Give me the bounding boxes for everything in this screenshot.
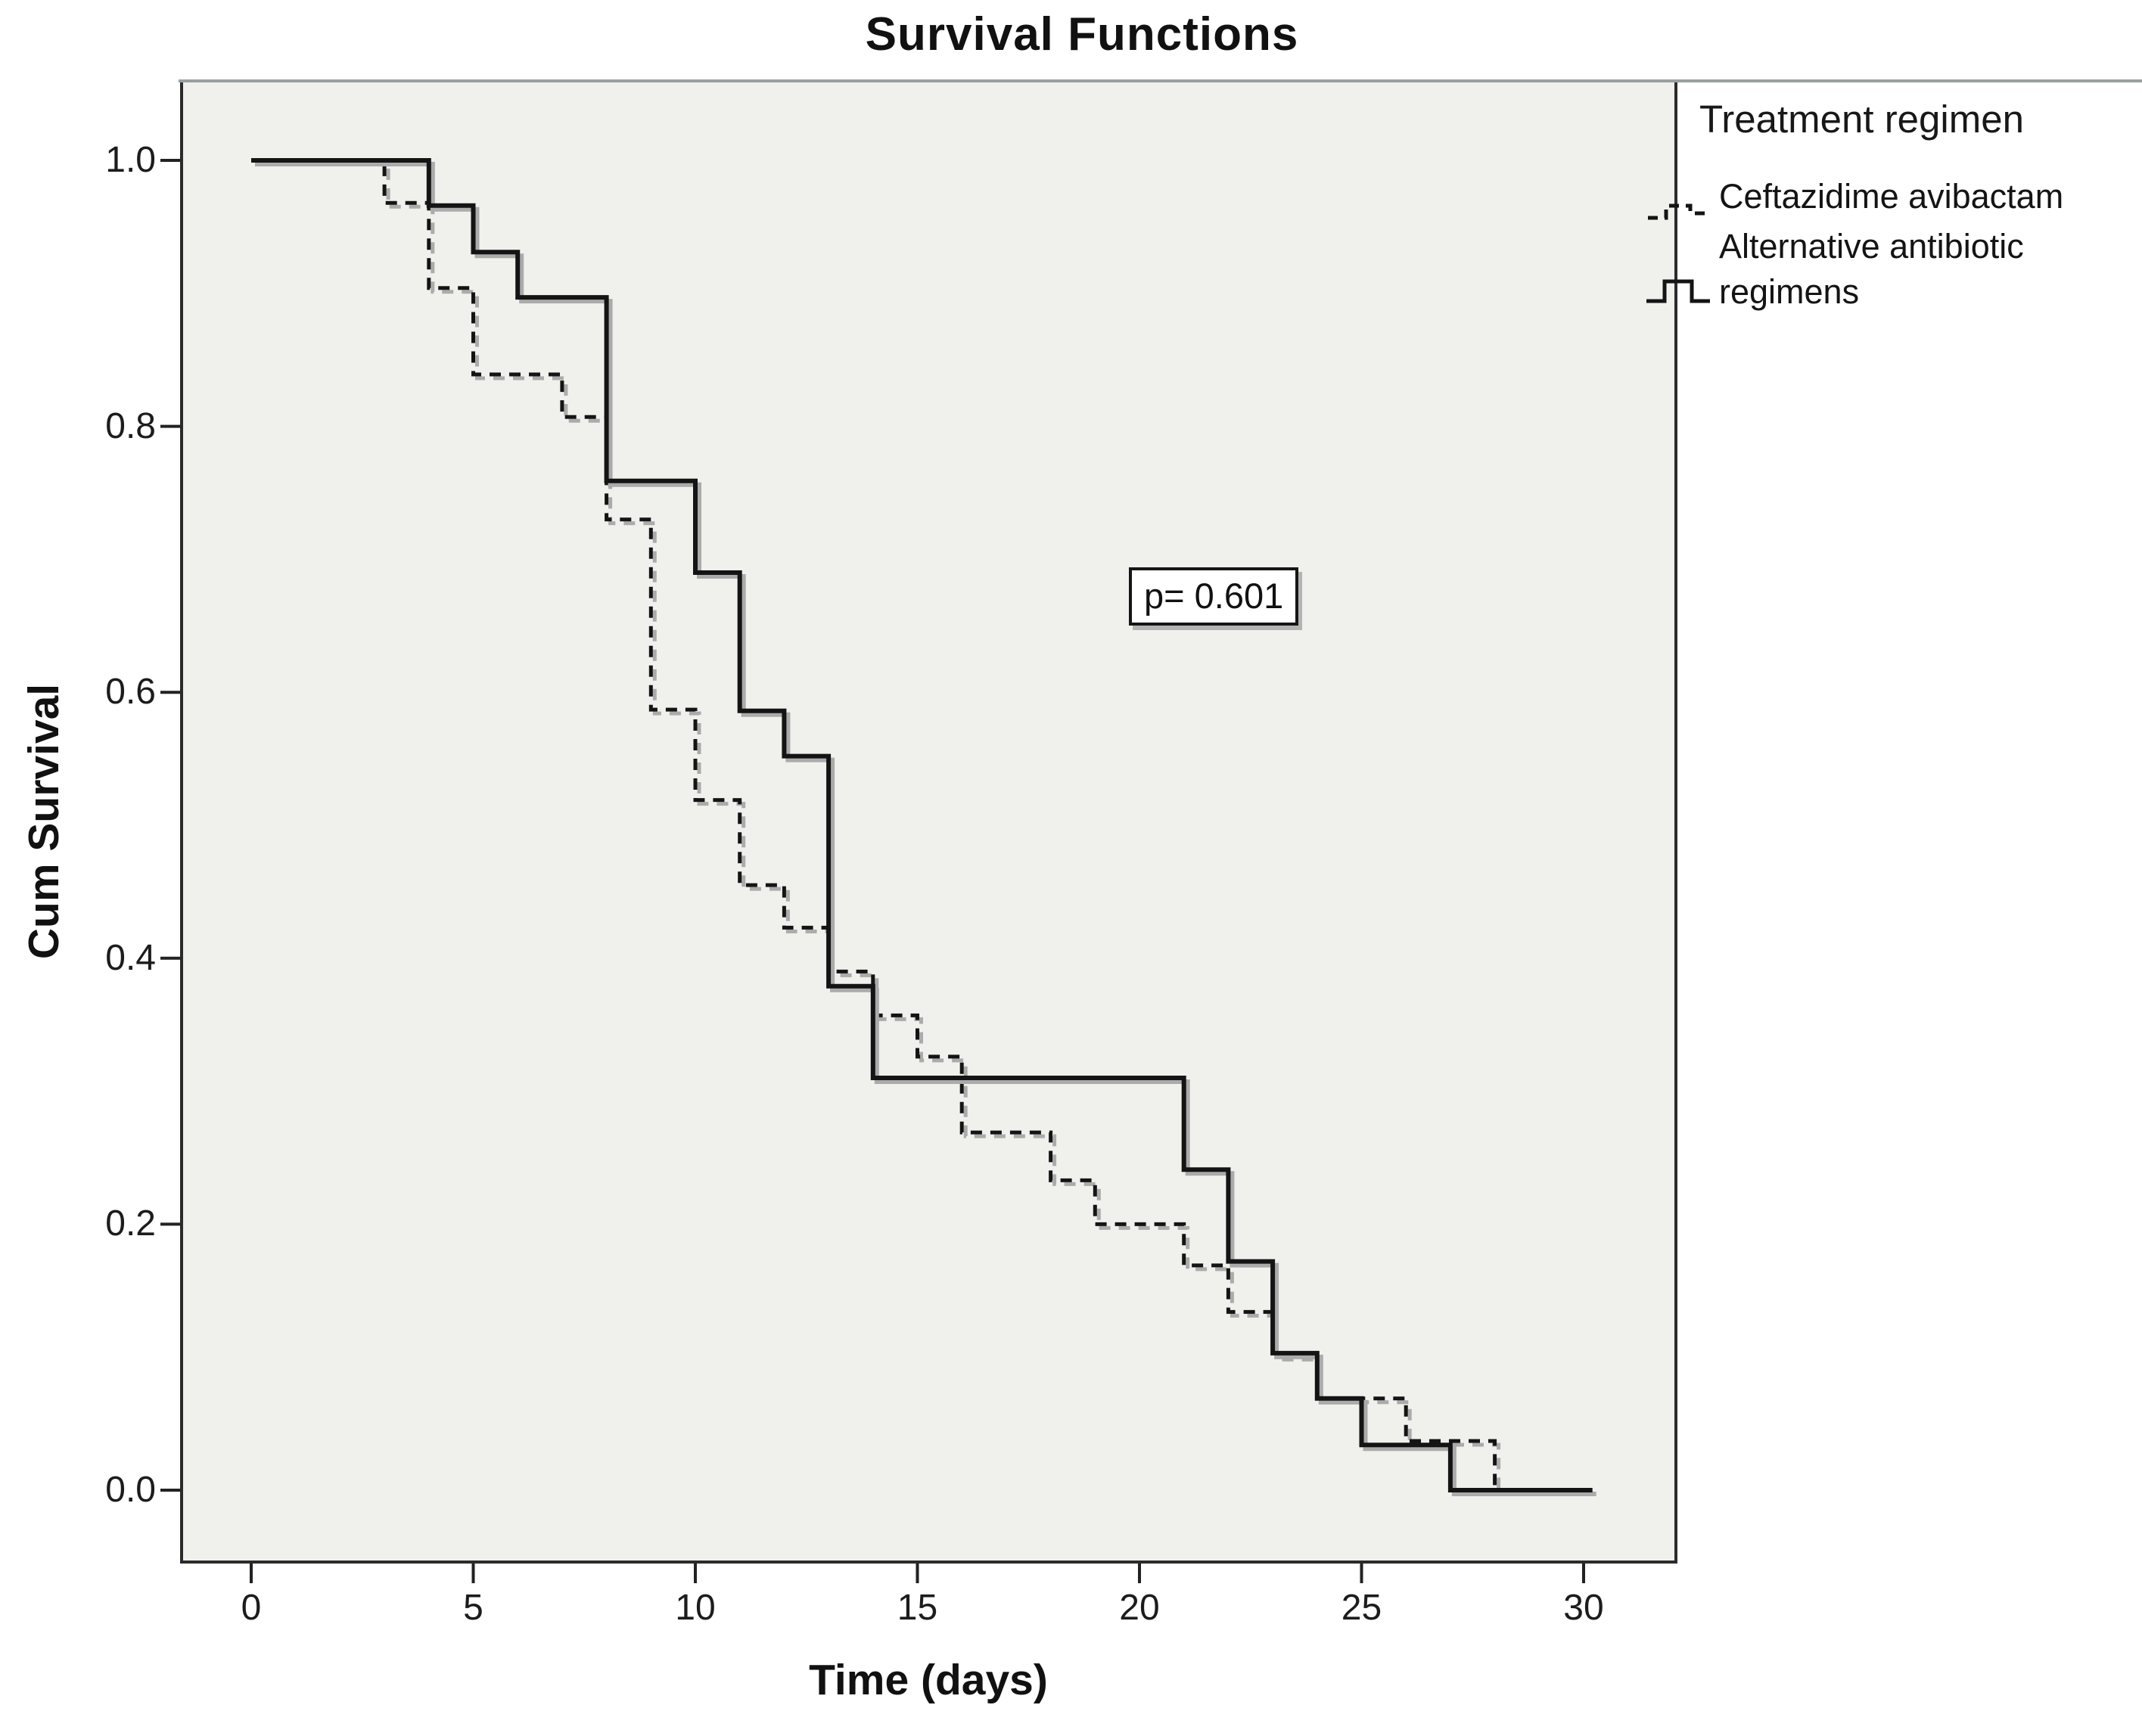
plot-area xyxy=(182,81,1676,1562)
legend-title: Treatment regimen xyxy=(1699,98,2024,141)
x-tick-label: 25 xyxy=(1341,1588,1382,1628)
y-tick-label: 0.4 xyxy=(105,937,156,978)
p-value-box: p= 0.601 xyxy=(1129,567,1299,626)
legend-item-label-ceftazidime: Ceftazidime avibactam xyxy=(1719,177,2064,216)
x-tick-label: 15 xyxy=(897,1588,938,1628)
x-tick-label: 20 xyxy=(1119,1588,1160,1628)
x-tick-label: 5 xyxy=(463,1588,483,1628)
dashed-line-sample-icon xyxy=(1648,203,1708,220)
survival-curves xyxy=(251,158,1596,1496)
legend-item-label-alternative: Alternative antibiotic regimens xyxy=(1719,227,2024,311)
y-axis-label: Cum Survival xyxy=(20,683,68,960)
x-tick-label: 30 xyxy=(1563,1588,1604,1628)
y-tick-label: 0.6 xyxy=(105,672,156,713)
x-axis-label: Time (days) xyxy=(809,1656,1048,1704)
curve-alternative-antibiotic-regimens xyxy=(251,158,1593,1492)
y-tick-label: 0.0 xyxy=(105,1470,156,1510)
y-tick-label: 0.2 xyxy=(105,1203,156,1244)
chart-title: Survival Functions xyxy=(865,8,1299,61)
y-tick-label: 1.0 xyxy=(105,140,156,180)
y-tick-label: 0.8 xyxy=(105,405,156,446)
legend-line-samples xyxy=(1646,203,1710,303)
axis-tick-marks xyxy=(160,159,1585,1583)
curve-alternative-antibiotic-regimens-shadow xyxy=(255,162,1596,1496)
solid-line-sample-icon xyxy=(1646,279,1710,303)
x-tick-label: 10 xyxy=(675,1588,716,1628)
x-tick-label: 0 xyxy=(241,1588,262,1628)
